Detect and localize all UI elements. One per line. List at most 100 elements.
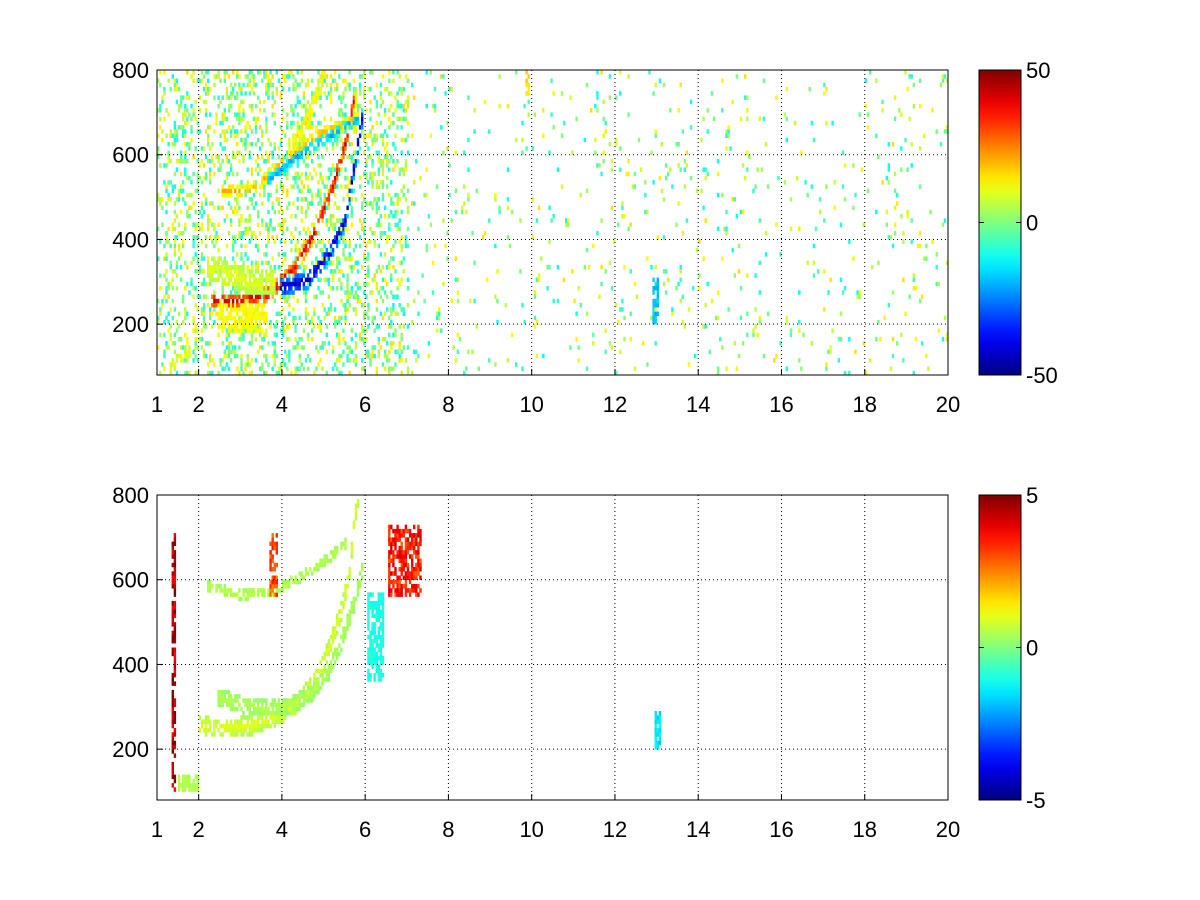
heatmap-cell <box>200 307 204 312</box>
heatmap-cell <box>537 205 541 211</box>
heatmap-cell <box>619 70 622 75</box>
heatmap-cell <box>396 226 399 232</box>
heatmap-cell <box>190 137 193 143</box>
heatmap-cell <box>225 273 229 278</box>
heatmap-cell <box>200 256 204 261</box>
heatmap-cell <box>319 188 322 194</box>
heatmap-cell <box>277 167 281 172</box>
heatmap-cell <box>261 294 264 299</box>
heatmap-cell <box>398 324 401 329</box>
heatmap-cell <box>319 95 322 100</box>
heatmap-cell <box>340 617 343 623</box>
heatmap-cell <box>338 315 341 321</box>
heatmap-cell <box>891 243 895 249</box>
heatmap-cell <box>342 129 345 134</box>
heatmap-cell <box>702 256 705 261</box>
heatmap-cell <box>215 235 218 240</box>
heatmap-cell <box>286 188 289 194</box>
heatmap-cell <box>250 231 254 236</box>
heatmap-cell <box>169 370 172 376</box>
heatmap-cell <box>309 108 312 113</box>
heatmap-cell <box>286 112 289 117</box>
heatmap-cell <box>300 120 303 126</box>
heatmap-cell <box>273 584 276 589</box>
heatmap-cell <box>238 281 241 287</box>
heatmap-cell <box>304 214 308 219</box>
heatmap-cell <box>227 345 231 350</box>
heatmap-cell <box>333 362 337 367</box>
heatmap-cell <box>217 728 220 733</box>
heatmap-cell <box>173 86 177 92</box>
heatmap-cell <box>171 694 174 699</box>
heatmap-cell <box>261 307 264 312</box>
heatmap-cell <box>369 70 372 75</box>
heatmap-cell <box>221 277 224 283</box>
heatmap-cell <box>400 358 403 363</box>
heatmap-cell <box>336 133 339 138</box>
heatmap-cell <box>823 269 826 274</box>
heatmap-cell <box>223 180 226 185</box>
heatmap-cell <box>342 146 345 151</box>
heatmap-cell <box>373 677 376 682</box>
heatmap-cell <box>383 129 387 134</box>
heatmap-cell <box>288 277 291 283</box>
heatmap-cell <box>340 600 343 606</box>
heatmap-cell <box>215 120 218 126</box>
heatmap-cell <box>271 235 274 240</box>
heatmap-cell <box>400 336 403 342</box>
heatmap-cell <box>277 209 281 215</box>
heatmap-cell <box>377 171 380 177</box>
heatmap-cell <box>246 328 249 333</box>
heatmap-cell <box>323 668 326 674</box>
heatmap-cell <box>213 290 216 295</box>
heatmap-cell <box>392 558 395 563</box>
heatmap-cell <box>267 231 270 236</box>
heatmap-cell <box>327 201 331 206</box>
heatmap-cell <box>196 358 199 363</box>
heatmap-cell <box>184 171 187 177</box>
heatmap-cell <box>248 698 251 703</box>
heatmap-cell <box>171 698 174 703</box>
heatmap-cell <box>375 651 378 657</box>
heatmap-cell <box>250 588 254 593</box>
heatmap-cell <box>725 226 728 232</box>
heatmap-cell <box>654 728 657 733</box>
heatmap-cell <box>571 269 574 274</box>
heatmap-cell <box>281 579 285 585</box>
heatmap-cell <box>242 277 245 283</box>
heatmap-cell <box>943 74 947 79</box>
heatmap-cell <box>739 286 743 291</box>
heatmap-cell <box>223 281 226 287</box>
heatmap-cell <box>602 99 605 105</box>
heatmap-cell <box>248 82 251 88</box>
heatmap-cell <box>583 264 587 270</box>
heatmap-cell <box>236 290 239 295</box>
heatmap-cell <box>304 252 308 257</box>
heatmap-cell <box>521 120 524 126</box>
heatmap-cell <box>215 116 218 122</box>
heatmap-cell <box>567 218 570 223</box>
heatmap-cell <box>275 541 278 547</box>
heatmap-cell <box>896 341 899 346</box>
heatmap-cell <box>477 366 480 371</box>
heatmap-cell <box>194 235 197 240</box>
heatmap-cell <box>244 91 247 96</box>
heatmap-cell <box>177 231 181 236</box>
heatmap-cell <box>161 362 164 367</box>
heatmap-cell <box>371 605 374 610</box>
heatmap-cell <box>273 277 276 283</box>
heatmap-cell <box>209 201 212 206</box>
heatmap-cell <box>296 82 299 88</box>
heatmap-cell <box>321 366 324 371</box>
heatmap-cell <box>679 277 682 283</box>
heatmap-cell <box>406 243 410 249</box>
heatmap-cell <box>190 103 193 109</box>
heatmap-cell <box>311 277 314 283</box>
heatmap-cell <box>196 778 199 784</box>
heatmap-cell <box>415 159 418 164</box>
heatmap-cell <box>184 159 187 164</box>
heatmap-cell <box>369 129 372 134</box>
heatmap-cell <box>679 298 682 304</box>
heatmap-cell <box>758 319 761 325</box>
heatmap-cell <box>394 592 397 597</box>
